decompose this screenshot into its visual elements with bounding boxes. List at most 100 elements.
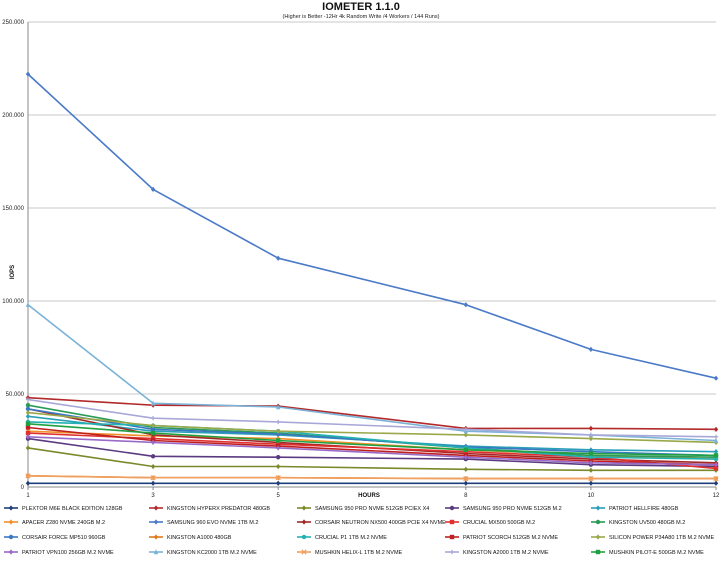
legend-item: SILICON POWER P34A80 1TB M.2 NVME bbox=[591, 534, 714, 541]
legend-marker bbox=[449, 549, 455, 555]
legend-marker bbox=[449, 534, 455, 540]
legend-label: KINGSTON A1000 480GB bbox=[167, 535, 232, 541]
legend-marker bbox=[8, 534, 14, 540]
legend-label: PLEXTOR M6E BLACK EDITION 128GB bbox=[22, 506, 123, 512]
legend-label: PATRIOT HELLFIRE 480GB bbox=[609, 506, 679, 512]
data-point bbox=[275, 463, 281, 470]
data-point bbox=[463, 432, 469, 438]
series-2 bbox=[25, 395, 719, 432]
legend-label: SILICON POWER P34A80 1TB M.2 NVME bbox=[609, 535, 714, 541]
data-point bbox=[275, 428, 281, 434]
x-axis-ticks: 1 3 5 8 10 12 bbox=[26, 487, 720, 499]
data-point bbox=[150, 415, 156, 421]
data-point bbox=[588, 436, 594, 442]
data-point bbox=[713, 476, 719, 482]
data-point bbox=[463, 466, 469, 472]
data-point bbox=[275, 455, 281, 460]
legend-item: PLEXTOR M6E BLACK EDITION 128GB bbox=[4, 505, 123, 512]
data-point bbox=[25, 421, 31, 426]
legend-label: KINGSTON HYPERX PREDATOR 480GB bbox=[167, 506, 270, 512]
data-point bbox=[588, 346, 594, 352]
legend-item: KINGSTON A1000 480GB bbox=[149, 534, 232, 541]
legend-marker bbox=[449, 519, 455, 525]
legend-marker bbox=[8, 549, 14, 555]
series-18 bbox=[25, 473, 719, 482]
data-point bbox=[150, 454, 156, 459]
legend-label: KINGSTON UV500 480GB M.2 bbox=[609, 520, 685, 526]
legend-item: CRUCIAL MX500 500GB M.2 bbox=[445, 519, 535, 526]
legend-item: KINGSTON KC2000 1TB M.2 NVME bbox=[149, 549, 257, 556]
legend-marker bbox=[595, 534, 601, 540]
series-line bbox=[27, 396, 717, 431]
data-point bbox=[150, 400, 156, 406]
legend-label: SAMSUNG 950 PRO NVME 512GB PCIEX X4 bbox=[315, 506, 429, 512]
data-point bbox=[463, 427, 469, 432]
legend-label: PATRIOT VPN100 256GB M.2 NVME bbox=[22, 550, 114, 556]
series-16 bbox=[25, 434, 719, 468]
legend-label: CORSAIR NEUTRON NX500 400GB PCIE X4 NVME bbox=[315, 520, 446, 526]
legend-label: MUSHKIN HELIX-L 1TB M.2 NVME bbox=[315, 550, 403, 556]
data-point bbox=[150, 430, 156, 436]
data-point bbox=[150, 480, 156, 486]
data-point bbox=[25, 473, 31, 479]
x-tick-label: 5 bbox=[277, 493, 281, 499]
data-point bbox=[713, 456, 719, 462]
data-point bbox=[25, 397, 31, 402]
x-axis-label: HOURS bbox=[358, 493, 380, 499]
legend-marker bbox=[301, 505, 307, 511]
data-point bbox=[150, 475, 156, 481]
legend-item: APACER Z280 NVME 240GB M.2 bbox=[4, 519, 105, 526]
legend-label: KINGSTON KC2000 1TB M.2 NVME bbox=[167, 550, 257, 556]
data-point bbox=[25, 445, 31, 451]
data-point bbox=[25, 413, 31, 419]
data-point bbox=[150, 427, 156, 432]
data-point bbox=[463, 476, 469, 482]
data-point bbox=[713, 453, 719, 458]
legend-label: CRUCIAL MX500 500GB M.2 bbox=[463, 520, 535, 526]
chart-subtitle: (Higher is Better -12Hr 4k Random Write … bbox=[283, 14, 440, 20]
legend-item: CRUCIAL P1 1TB M.2 NVME bbox=[297, 534, 387, 541]
legend-item: CORSAIR FORCE MP510 960GB bbox=[4, 534, 106, 541]
legend-marker bbox=[153, 549, 159, 555]
legend-label: SAMSUNG 950 PRO NVME 512GB M.2 bbox=[463, 506, 562, 512]
series-line bbox=[27, 73, 717, 379]
data-point bbox=[713, 449, 719, 455]
chart-title: IOMETER 1.1.0 bbox=[322, 1, 400, 13]
legend-marker bbox=[595, 549, 601, 555]
y-axis-ticks: 0 50.000 100.000 150.000 200.000 250.000 bbox=[2, 20, 24, 491]
data-point bbox=[25, 402, 31, 408]
legend: PLEXTOR M6E BLACK EDITION 128GB KINGSTON … bbox=[4, 505, 714, 556]
data-point bbox=[713, 434, 719, 439]
data-point bbox=[25, 430, 31, 436]
series-line bbox=[27, 408, 717, 457]
legend-marker bbox=[153, 519, 159, 525]
data-point bbox=[25, 71, 31, 77]
legend-item: KINGSTON UV500 480GB M.2 bbox=[591, 519, 685, 526]
series-line bbox=[27, 426, 717, 466]
data-point bbox=[463, 302, 469, 308]
series-line bbox=[27, 437, 717, 468]
data-point bbox=[25, 406, 31, 412]
data-point bbox=[25, 434, 31, 440]
series-line bbox=[27, 398, 717, 438]
legend-item: MUSHKIN PILOT-E 500GB M.2 NVME bbox=[591, 549, 704, 556]
data-point bbox=[588, 432, 594, 438]
x-tick-label: 3 bbox=[151, 493, 155, 499]
legend-marker bbox=[301, 534, 307, 540]
legend-label: SAMSUNG 960 EVO NVME 1TB M.2 bbox=[167, 520, 258, 526]
series-line bbox=[27, 304, 717, 442]
series-7 bbox=[25, 71, 719, 381]
legend-item: KINGSTON HYPERX PREDATOR 480GB bbox=[149, 505, 270, 512]
data-point bbox=[150, 423, 156, 429]
data-point bbox=[588, 480, 594, 486]
series-lines bbox=[25, 71, 719, 486]
legend-marker bbox=[8, 505, 14, 511]
legend-item: SAMSUNG 960 EVO NVME 1TB M.2 bbox=[149, 519, 258, 526]
legend-marker bbox=[153, 534, 159, 540]
data-point bbox=[25, 302, 31, 307]
y-tick-label: 0 bbox=[21, 485, 25, 491]
legend-item: SAMSUNG 950 PRO NVME 512GB PCIEX X4 bbox=[297, 505, 429, 512]
legend-marker bbox=[449, 505, 455, 511]
y-tick-label: 100.000 bbox=[2, 299, 24, 305]
